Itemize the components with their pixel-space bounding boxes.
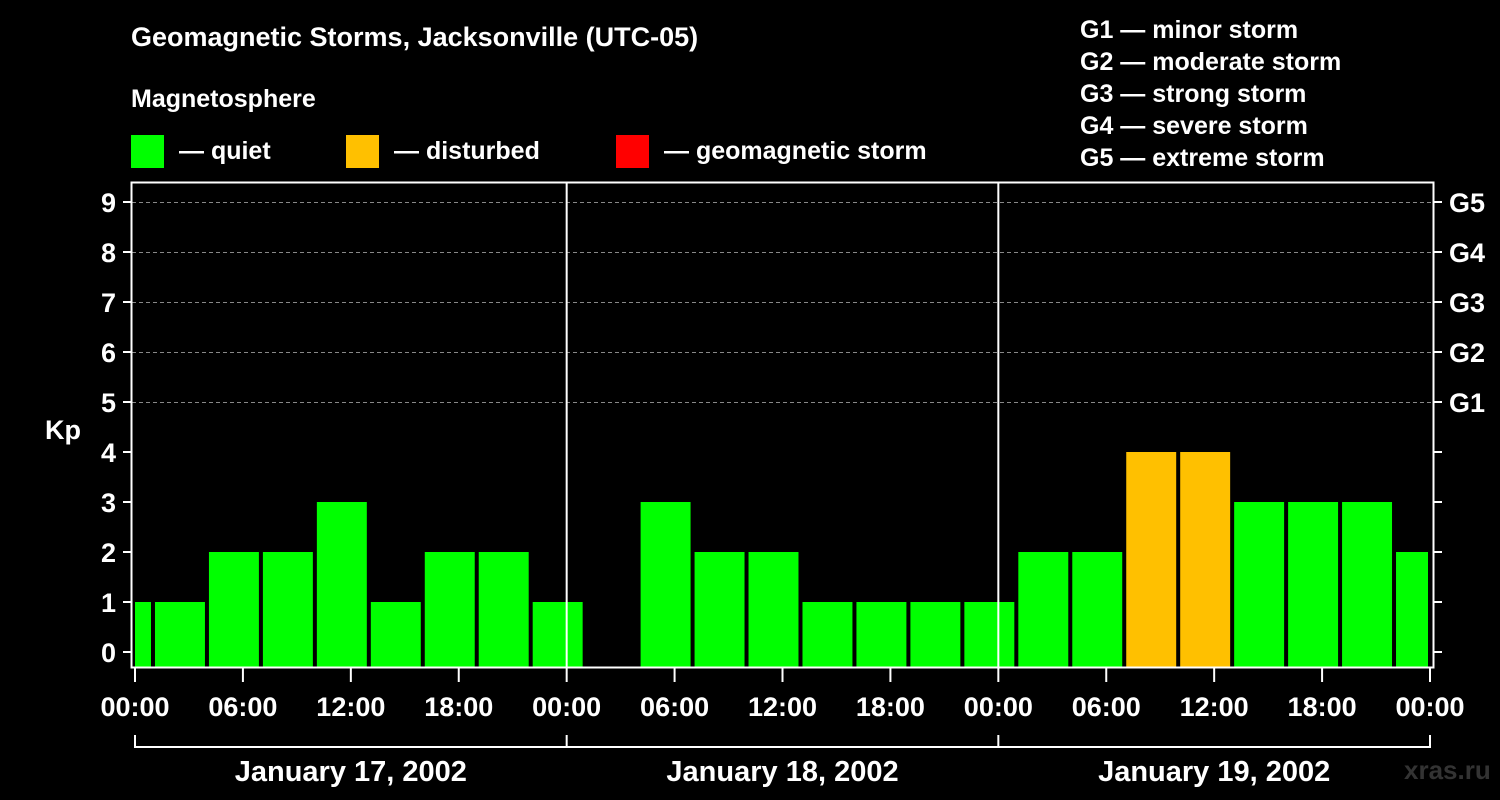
bar-17 [1072, 552, 1123, 668]
x-tick-label: 06:00 [208, 692, 277, 722]
y-tick-label: 9 [101, 188, 116, 218]
y-tick-label: 4 [101, 438, 116, 468]
chart-subtitle: Magnetosphere [131, 85, 316, 113]
bar-13 [856, 602, 907, 668]
x-tick-label: 12:00 [1180, 692, 1249, 722]
bar-20 [1234, 502, 1285, 668]
x-tick-label: 18:00 [1288, 692, 1357, 722]
legend-storm: — geomagnetic storm [616, 134, 927, 168]
storm-scale-g2: G2 — moderate storm [1080, 48, 1342, 76]
bar-19 [1180, 452, 1231, 668]
x-tick-label: 12:00 [316, 692, 385, 722]
day-label: January 18, 2002 [666, 756, 898, 788]
y-tick-label: 7 [101, 288, 116, 318]
legend-storm-swatch [616, 134, 649, 168]
y-tick-label: 2 [101, 538, 116, 568]
bar-11 [748, 552, 799, 668]
plot-frame [130, 181, 1435, 669]
storm-scale-g3: G3 — strong storm [1080, 80, 1307, 108]
storm-scale-g1: G1 — minor storm [1080, 16, 1299, 44]
g-tick-label: G3 [1449, 288, 1485, 318]
x-tick-label: 12:00 [748, 692, 817, 722]
y-tick-label: 0 [101, 638, 116, 668]
legend-quiet-swatch [131, 134, 164, 168]
storm-scale-legend: G1 — minor storm G2 — moderate storm G3 … [1080, 14, 1341, 174]
x-tick-label: 00:00 [964, 692, 1033, 722]
legend-quiet: — quiet [131, 134, 271, 168]
bar-8 [532, 602, 583, 668]
x-tick-label: 06:00 [640, 692, 709, 722]
bar-23 [1396, 552, 1428, 668]
x-tick-label: 18:00 [424, 692, 493, 722]
bar-10 [694, 552, 745, 668]
bar-18 [1126, 452, 1177, 668]
legend-storm-label: — geomagnetic storm [664, 136, 927, 165]
y-tick-label: 8 [101, 238, 116, 268]
bar-3 [262, 552, 313, 668]
bar-14 [910, 602, 961, 668]
bar-7 [478, 552, 529, 668]
legend-disturbed-swatch [346, 134, 379, 168]
bar-21 [1288, 502, 1339, 668]
bar-0 [135, 602, 151, 668]
storm-scale-g4: G4 — severe storm [1080, 112, 1308, 140]
x-tick-label: 00:00 [1395, 692, 1464, 722]
y-tick-label: 6 [101, 338, 116, 368]
day-label: January 19, 2002 [1098, 756, 1330, 788]
x-tick-label: 18:00 [856, 692, 925, 722]
legend-disturbed: — disturbed [346, 134, 540, 168]
bar-16 [1018, 552, 1069, 668]
bar-1 [154, 602, 205, 668]
storm-scale-g5: G5 — extreme storm [1080, 144, 1325, 172]
bar-15 [964, 602, 1015, 668]
y-tick-label: 1 [101, 588, 116, 618]
watermark: xras.ru [1404, 755, 1491, 785]
x-tick-label: 06:00 [1072, 692, 1141, 722]
y-axis-label: Kp [45, 415, 81, 445]
bar-2 [208, 552, 259, 668]
bar-12 [802, 602, 853, 668]
bar-9 [640, 502, 691, 668]
g-tick-label: G5 [1449, 188, 1485, 218]
y-tick-label: 3 [101, 488, 116, 518]
g-tick-label: G4 [1449, 238, 1485, 268]
g-tick-label: G2 [1449, 338, 1485, 368]
bar-5 [370, 602, 421, 668]
chart-title: Geomagnetic Storms, Jacksonville (UTC-05… [131, 22, 699, 52]
legend-quiet-label: — quiet [179, 136, 271, 165]
g-tick-label: G1 [1449, 388, 1485, 418]
y-tick-label: 5 [101, 388, 116, 418]
legend-disturbed-label: — disturbed [394, 136, 540, 165]
bar-6 [424, 552, 475, 668]
day-label: January 17, 2002 [235, 756, 467, 788]
x-tick-label: 00:00 [532, 692, 601, 722]
bar-4 [316, 502, 367, 668]
x-tick-label: 00:00 [100, 692, 169, 722]
bar-22 [1342, 502, 1393, 668]
